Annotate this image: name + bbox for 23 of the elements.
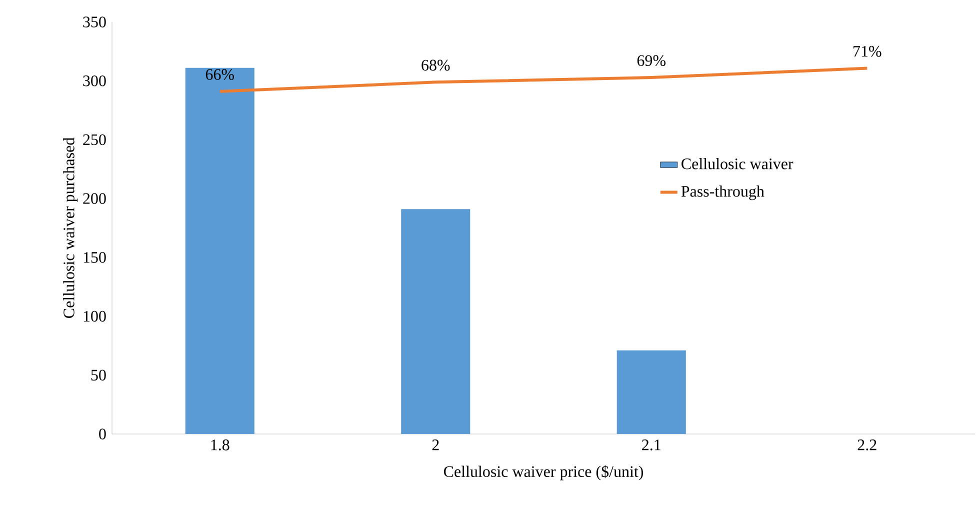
x-tick-label: 1.8 xyxy=(211,440,230,450)
y-tick-label: 350 xyxy=(83,16,106,28)
x-tick-label: 2.1 xyxy=(642,440,660,450)
x-tick-label: 2.2 xyxy=(858,440,876,450)
bar xyxy=(616,350,686,434)
bar xyxy=(185,68,254,434)
data-label: 66% xyxy=(206,69,234,80)
legend-label: Cellulosic waiver xyxy=(682,158,794,170)
x-axis-title: Cellulosic waiver price ($/unit) xyxy=(444,465,644,480)
y-tick-label: 200 xyxy=(83,193,106,204)
y-tick-label: 50 xyxy=(91,370,106,381)
y-axis-title: Cellulosic waiver purchased xyxy=(63,138,78,318)
x-tick-label: 2 xyxy=(432,440,439,450)
bar xyxy=(401,209,470,434)
legend-label: Pass-through xyxy=(681,186,764,200)
y-tick-label: 0 xyxy=(99,428,106,440)
y-tick-label: 300 xyxy=(83,75,106,86)
data-label: 71% xyxy=(854,46,882,57)
y-tick-label: 100 xyxy=(84,310,106,322)
y-tick-label: 250 xyxy=(83,134,106,146)
data-label: 68% xyxy=(422,60,450,71)
y-tick-label: 150 xyxy=(84,252,106,263)
data-label: 69% xyxy=(637,55,666,66)
